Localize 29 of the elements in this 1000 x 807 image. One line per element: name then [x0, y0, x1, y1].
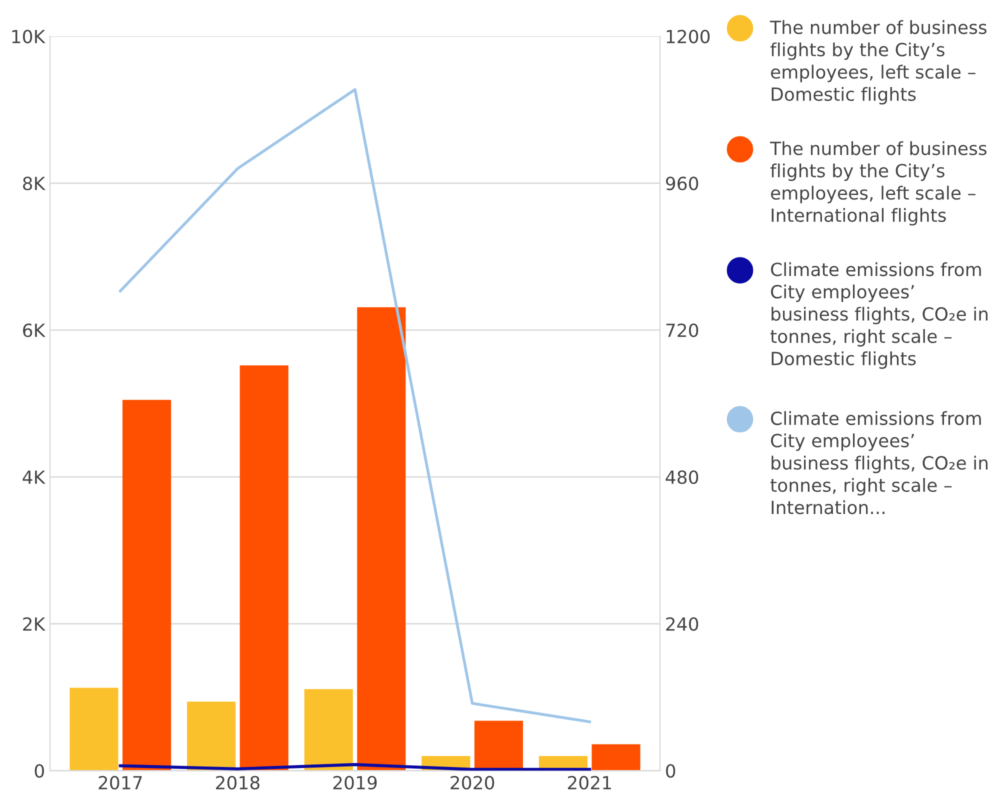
- y-tick-label: 6K: [23, 324, 46, 338]
- bar: [187, 702, 236, 771]
- y-tick-label: 2K: [23, 617, 46, 631]
- bar: [122, 400, 172, 771]
- bar: [304, 689, 353, 771]
- bar: [592, 744, 640, 771]
- y2-tick-label: 1200: [666, 30, 710, 44]
- legend-label: The number of business flights by the City’s employees, left scale – Domestic flights: [770, 20, 986, 104]
- y2-tick-label: 0: [666, 764, 676, 778]
- bar: [240, 365, 288, 771]
- y2-tick-label: 720: [666, 324, 698, 338]
- x-tick-label: 2021: [568, 776, 611, 790]
- line-series: [118, 88, 592, 724]
- y-tick-label: 0: [34, 764, 44, 778]
- x-tick-label: 2019: [333, 776, 377, 790]
- legend-label: Climate emissions from City employees’ business flights, CO₂e in tonnes, right scale – Domestic flights: [770, 262, 988, 369]
- y-tick-label: 8K: [23, 176, 46, 190]
- bar: [357, 307, 406, 771]
- bar: [70, 688, 118, 771]
- x-tick-label: 2018: [216, 776, 260, 790]
- y2-tick-label: 960: [666, 176, 698, 190]
- y-tick-label: 4K: [22, 470, 46, 484]
- x-tick-label: 2020: [450, 776, 494, 790]
- y2-tick-label: 480: [666, 470, 698, 484]
- y-tick-label: 10K: [12, 30, 46, 44]
- x-tick-label: 2017: [98, 776, 142, 790]
- legend-label: The number of business flights by the City’s employees, left scale – International flights: [770, 141, 986, 226]
- y2-tick-label: 240: [666, 617, 698, 631]
- legend-label: Climate emissions from City employees’ business flights, CO₂e in tonnes, right scale – Internation...: [770, 411, 988, 514]
